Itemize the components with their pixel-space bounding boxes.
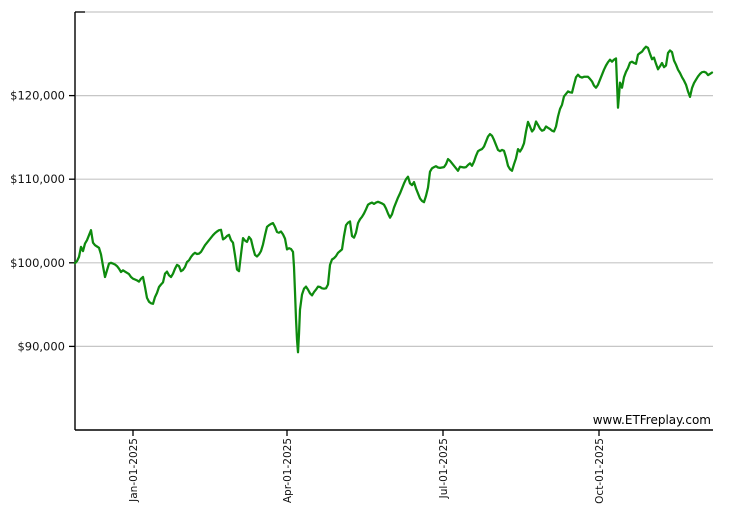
series-line-portfolio-value <box>73 45 714 354</box>
x-axis-label: Apr-01-2025 <box>282 438 294 503</box>
x-axis-label: Oct-01-2025 <box>594 438 606 504</box>
y-axis-label: $110,000 <box>10 172 65 186</box>
y-axis-label: $90,000 <box>17 339 65 353</box>
y-axis-label: $120,000 <box>10 89 65 103</box>
x-axis-label: Jan-01-2025 <box>128 438 140 503</box>
y-axis-label: $100,000 <box>10 256 65 270</box>
watermark-link[interactable]: www.ETFreplay.com <box>593 413 711 427</box>
x-axis-label: Jul-01-2025 <box>438 438 450 499</box>
